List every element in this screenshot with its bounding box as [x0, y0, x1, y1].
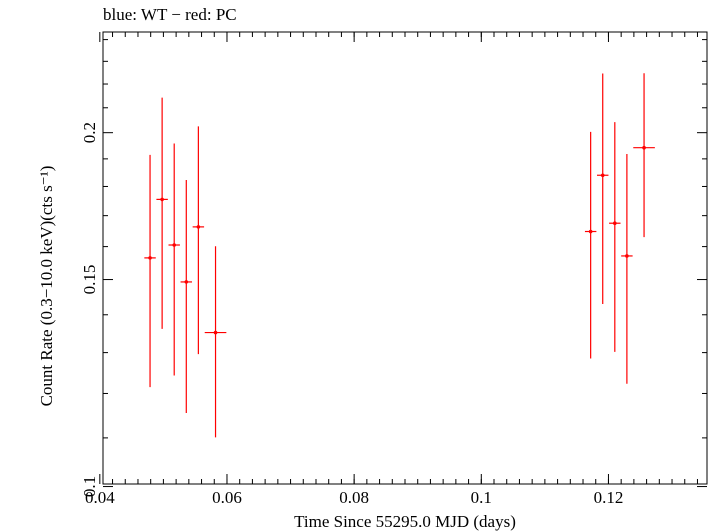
- point-marker: [213, 330, 218, 335]
- data-point: [609, 122, 621, 352]
- data-point: [584, 131, 597, 359]
- x-tick-label: 0.04: [85, 488, 115, 507]
- x-tick-label: 0.1: [471, 488, 492, 507]
- point-marker: [184, 280, 189, 284]
- data-point: [633, 73, 655, 238]
- point-marker: [588, 229, 593, 234]
- data-point: [204, 246, 227, 438]
- y-axis-label: Count Rate (0.3−10.0 keV)(cts s⁻¹): [37, 166, 56, 407]
- data-point: [144, 154, 156, 388]
- point-marker: [600, 173, 605, 178]
- point-marker: [625, 254, 629, 258]
- chart-title: blue: WT − red: PC: [103, 5, 237, 24]
- x-tick-label: 0.06: [212, 488, 242, 507]
- data-point: [156, 97, 168, 329]
- point-marker: [196, 225, 201, 229]
- point-marker: [160, 197, 164, 202]
- tick-labels: 0.04 0.06 0.08 0.1 0.12 0.1 0.15 0.2: [80, 122, 623, 507]
- x-axis-label: Time Since 55295.0 MJD (days): [294, 512, 516, 531]
- data-point: [180, 179, 193, 413]
- data-point: [597, 73, 609, 304]
- plot-frame: [102, 31, 708, 485]
- data-point: [621, 154, 633, 384]
- data-points: [144, 73, 655, 438]
- x-tick-label: 0.12: [594, 488, 624, 507]
- point-marker: [148, 256, 152, 260]
- point-marker: [172, 243, 177, 247]
- data-point: [192, 126, 205, 355]
- y-tick-label: 0.15: [80, 265, 99, 295]
- point-marker: [613, 221, 617, 226]
- point-marker: [642, 145, 646, 150]
- data-point: [168, 143, 180, 376]
- x-tick-label: 0.08: [339, 488, 369, 507]
- y-tick-label: 0.1: [80, 476, 99, 497]
- y-tick-label: 0.2: [80, 122, 99, 143]
- axis-ticks: [99, 32, 707, 488]
